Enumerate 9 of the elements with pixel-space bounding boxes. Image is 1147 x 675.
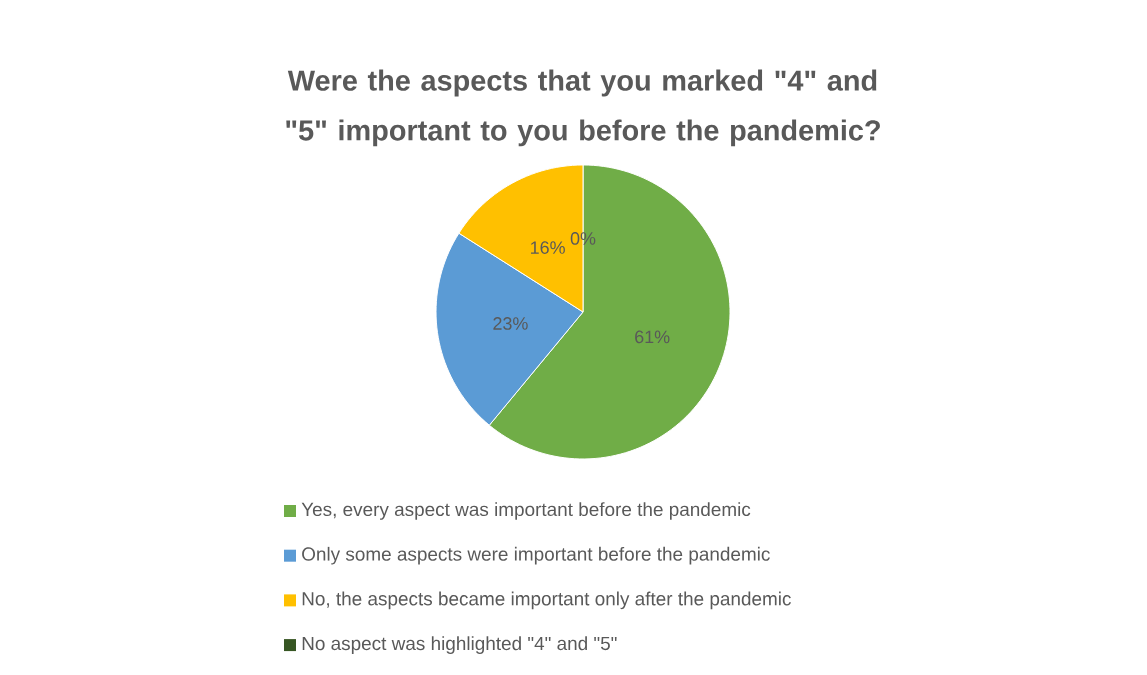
legend-label: Only some aspects were important before the pandemic [302,546,770,565]
data-label: 23% [493,317,528,330]
legend-label: No aspect was highlighted "4" and "5" [302,636,617,654]
data-label: 16% [531,241,565,254]
legend-label: No, the aspects became important only after the pandemic [302,591,791,610]
chart-title: Were the aspects that you marked "4" and "5" important to you before the pandemic? [286,69,880,147]
text: 0% [570,232,596,245]
legend-label: Yes, every aspect was important before the pandemic [301,502,751,520]
data-label: 61% [635,330,670,344]
